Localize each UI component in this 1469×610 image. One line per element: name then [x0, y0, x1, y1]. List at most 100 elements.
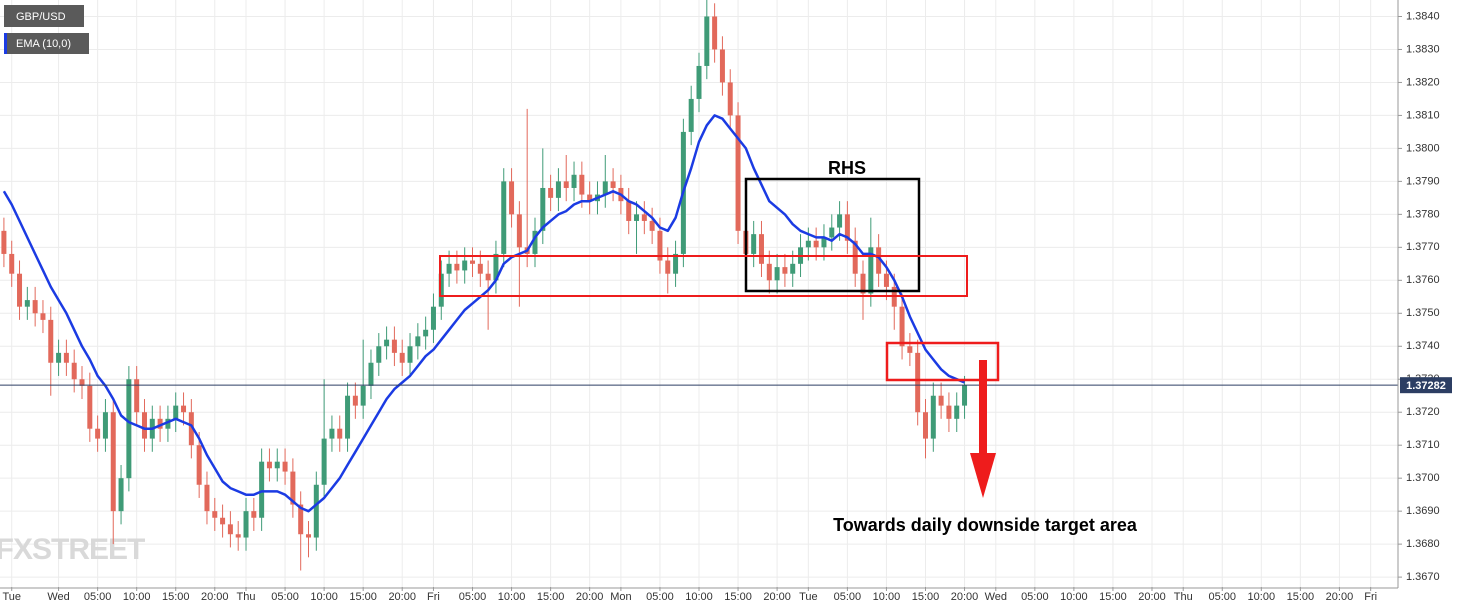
candle-body [79, 379, 85, 386]
candle-body [305, 534, 311, 538]
candle-body [509, 181, 515, 215]
candle-body [282, 461, 288, 472]
candle-body [883, 273, 889, 287]
x-tick-label: 10:00 [1248, 591, 1276, 603]
candle-body [641, 214, 647, 221]
candle-body [337, 428, 343, 439]
legend-box [4, 5, 84, 27]
candle-body [212, 511, 218, 518]
candle-body [735, 115, 741, 231]
candle-body [946, 405, 952, 419]
target-box [885, 341, 1000, 382]
candle-body [407, 346, 413, 363]
candle-body [563, 181, 569, 188]
x-tick-label: 05:00 [271, 591, 299, 603]
candle-body [962, 385, 968, 406]
candle-body [587, 194, 593, 202]
candle-body [954, 405, 960, 419]
candle-body [774, 267, 780, 281]
candle-body [665, 260, 671, 274]
x-tick-label: 05:00 [84, 591, 112, 603]
x-tick-label: 20:00 [763, 591, 791, 603]
x-tick-label: 15:00 [724, 591, 752, 603]
legend-box [4, 33, 89, 54]
y-tick-label: 1.3800 [1406, 142, 1440, 154]
candle-body [165, 418, 171, 429]
x-tick-label: 20:00 [201, 591, 229, 603]
candle-body [860, 273, 866, 294]
candle-body [477, 263, 483, 274]
x-tick-label: 15:00 [349, 591, 377, 603]
candle-body [118, 478, 124, 512]
candle-body [571, 174, 577, 188]
candle-body [532, 230, 538, 254]
candle-body [438, 273, 444, 307]
x-tick-label: 15:00 [162, 591, 190, 603]
candle-body [313, 484, 319, 538]
candle-body [751, 234, 757, 254]
legend-swatch [4, 33, 7, 54]
x-tick-label: 20:00 [1326, 591, 1354, 603]
candle-body [298, 504, 304, 535]
candle-body [555, 181, 561, 198]
candle-body [501, 181, 507, 254]
candle-body [626, 201, 632, 221]
y-tick-label: 1.3690 [1406, 505, 1440, 517]
y-tick-label: 1.3780 [1406, 208, 1440, 220]
candle-body [259, 461, 265, 518]
x-tick-label: Tue [799, 591, 818, 603]
candle-body [220, 517, 226, 525]
x-tick-label: 05:00 [646, 591, 674, 603]
x-tick-label: Mon [610, 591, 631, 603]
candle-body [157, 418, 163, 429]
x-tick-label: Tue [2, 591, 21, 603]
candle-body [9, 253, 15, 274]
candle-body [24, 300, 30, 307]
candle-body [758, 234, 764, 264]
candle-body [274, 461, 280, 469]
last-price-tag [1400, 377, 1452, 394]
candle-body [516, 214, 522, 248]
candle-body [251, 511, 257, 518]
candle-body [266, 461, 272, 469]
annotation: RHS [828, 158, 866, 178]
x-tick-label: 10:00 [123, 591, 151, 603]
candle-body [1, 230, 7, 254]
candle-body [657, 230, 663, 261]
x-tick-label: 20:00 [1138, 591, 1166, 603]
candle-body [915, 352, 921, 413]
y-tick-label: 1.3710 [1406, 439, 1440, 451]
candle-body [548, 187, 554, 198]
candle-body [844, 214, 850, 241]
x-tick-label: 20:00 [576, 591, 604, 603]
candle-body [852, 240, 858, 274]
candle-body [48, 319, 54, 363]
last-price-label: 1.37282 [1406, 380, 1446, 392]
arrow-shaft [979, 360, 987, 455]
candle-body [391, 339, 397, 353]
candle-body [868, 247, 874, 294]
y-tick-label: 1.3740 [1406, 340, 1440, 352]
candle-body [938, 395, 944, 406]
candle-body [204, 484, 210, 512]
candle-body [110, 412, 116, 512]
candle-body [56, 352, 62, 363]
y-tick-label: 1.3750 [1406, 307, 1440, 319]
x-tick-label: 10:00 [873, 591, 901, 603]
y-tick-label: 1.3840 [1406, 10, 1440, 22]
candle-body [173, 405, 179, 419]
candle-body [688, 98, 694, 132]
candle-body [181, 405, 187, 413]
ema-line [2, 114, 965, 513]
candle-body [384, 339, 390, 347]
y-tick-label: 1.3790 [1406, 175, 1440, 187]
candle-body [462, 260, 468, 271]
legend: GBP/USD EMA (10,0) [4, 5, 89, 54]
candle-body [321, 438, 327, 485]
candle-body [696, 65, 702, 99]
candle-body [829, 227, 835, 238]
axes: 1.3670 1.3680 1.3690 1.3700 1.3710 1.3720 1.37… [2, 10, 1452, 603]
x-tick-label: Fri [427, 591, 440, 603]
candle-body [782, 267, 788, 274]
